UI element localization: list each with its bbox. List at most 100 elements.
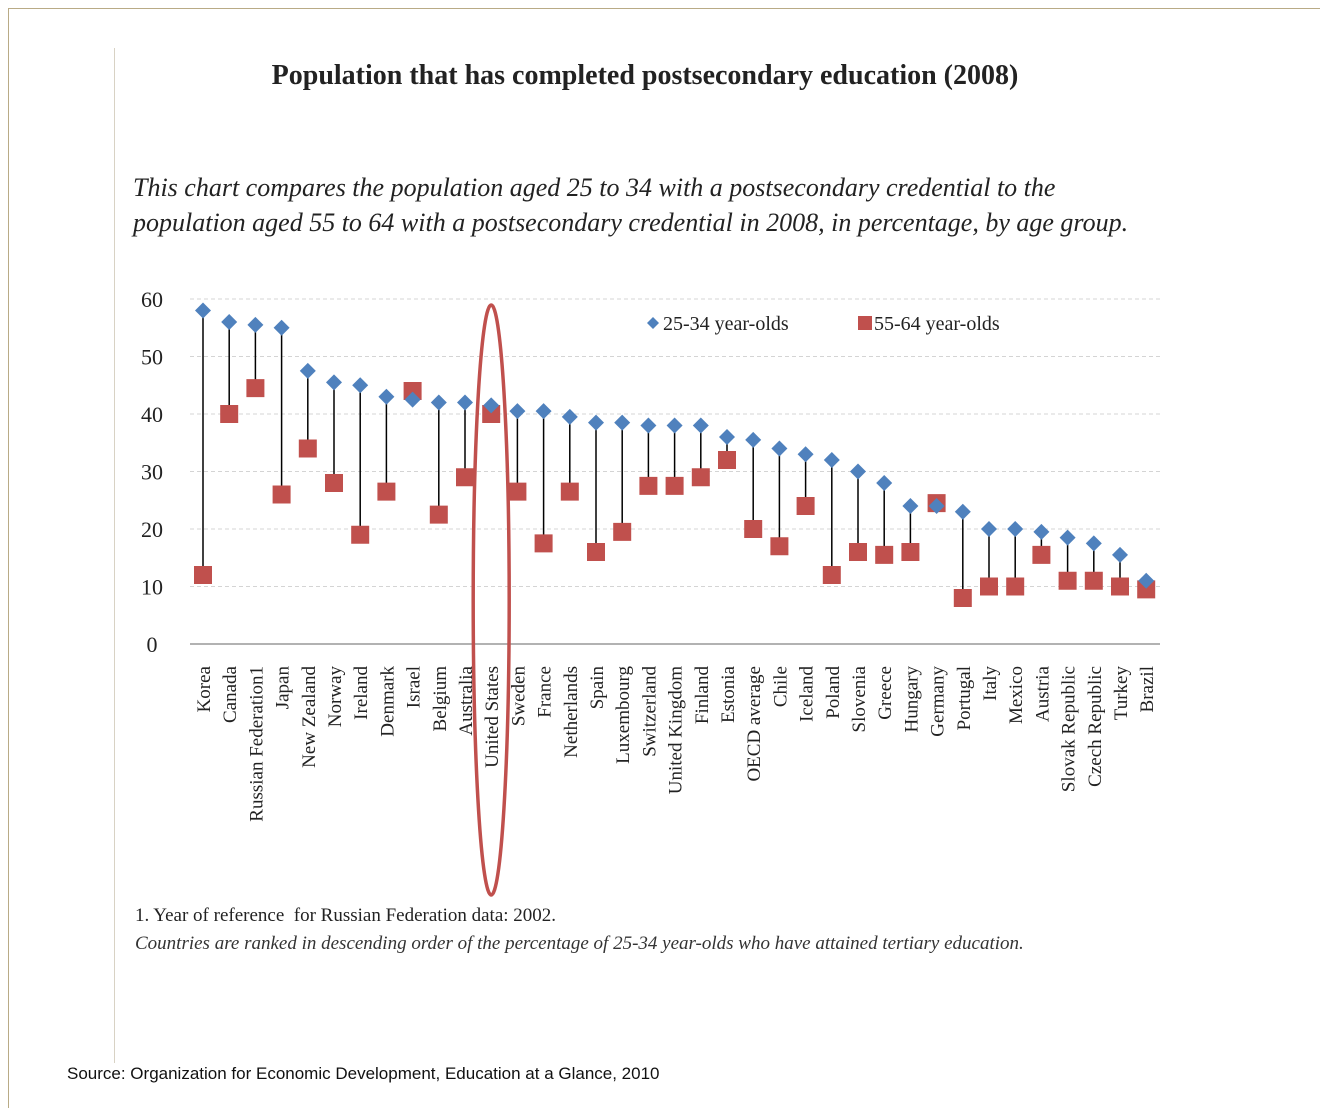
x-tick-label: United States: [482, 666, 503, 768]
data-point-55-64: [351, 525, 370, 544]
x-tick-label: Canada: [220, 665, 241, 723]
dumbbell-chart: 0 10 20 30 40 50 60 Korea Canada Russian Federati…: [141, 287, 1160, 897]
x-tick-label: Norway: [325, 666, 346, 728]
legend-marker-55-64: [858, 316, 872, 330]
data-point-55-64: [770, 537, 789, 556]
footnote: 1. Year of reference for Russian Federat…: [135, 905, 557, 926]
data-point-55-64: [298, 439, 317, 458]
data-point-25-34: [771, 440, 788, 457]
y-tick-label: 0: [147, 632, 158, 657]
x-tick-label: Spain: [587, 666, 608, 710]
x-tick-label: Ireland: [351, 666, 372, 720]
x-tick-label: Hungary: [901, 666, 922, 733]
x-tick-label: Belgium: [430, 666, 451, 732]
x-tick-label: Luxembourg: [613, 666, 634, 764]
data-point-55-64: [429, 505, 448, 524]
data-point-55-64: [534, 534, 553, 553]
data-point-55-64: [1032, 545, 1051, 564]
data-point-55-64: [1084, 571, 1103, 590]
data-point-25-34: [1085, 535, 1102, 552]
chart-subtitle: This chart compares the population aged …: [133, 173, 1129, 237]
data-point-25-34: [561, 408, 578, 425]
y-tick-label: 40: [141, 402, 163, 427]
y-tick-label: 30: [141, 460, 163, 485]
data-point-25-34: [614, 414, 631, 431]
data-point-55-64: [1006, 577, 1025, 596]
y-tick-label: 10: [141, 575, 163, 600]
data-point-25-34: [1138, 572, 1155, 589]
x-tick-label: Mexico: [1006, 666, 1027, 724]
data-point-25-34: [588, 414, 604, 431]
x-tick-label: Czech Republic: [1085, 666, 1106, 787]
x-tick-label: Chile: [770, 666, 791, 707]
data-point-25-34: [299, 362, 316, 379]
y-tick-label: 50: [141, 345, 163, 370]
data-point-55-64: [613, 522, 632, 541]
x-tick-label: Poland: [823, 666, 844, 719]
data-point-55-64: [980, 577, 998, 596]
data-point-25-34: [666, 417, 683, 434]
data-point-25-34: [483, 397, 500, 414]
data-point-25-34: [195, 302, 211, 319]
x-tick-label: Austria: [1032, 665, 1053, 722]
x-tick-label: Russian Federation1: [246, 666, 267, 822]
chart-title: Population that has completed postsecond…: [271, 60, 1019, 91]
figure-frame: [8, 8, 1320, 1108]
data-point-55-64: [560, 482, 579, 501]
x-tick-label: Italy: [980, 666, 1001, 701]
data-point-55-64: [875, 545, 894, 564]
data-point-25-34: [719, 429, 735, 445]
data-point-55-64: [1111, 577, 1129, 596]
data-point-25-34: [981, 521, 997, 537]
data-point-25-34: [850, 463, 866, 480]
data-point-55-64: [482, 405, 501, 423]
data-point-55-64: [403, 382, 422, 400]
data-point-25-34: [404, 391, 421, 408]
data-point-25-34: [247, 316, 264, 333]
x-tick-label: United Kingdom: [666, 666, 687, 794]
x-tick-label: Netherlands: [561, 666, 582, 758]
data-point-25-34: [457, 394, 473, 411]
x-tick-label: Brazil: [1137, 666, 1158, 712]
divider-line: [114, 48, 115, 1063]
data-point-55-64: [744, 520, 763, 538]
x-tick-label: Israel: [404, 666, 425, 708]
data-point-25-34: [273, 319, 290, 336]
data-point-55-64: [325, 474, 343, 492]
data-point-55-64: [272, 485, 291, 504]
data-point-25-34: [352, 377, 369, 394]
data-point-25-34: [378, 388, 395, 405]
highlight-ellipse: [471, 303, 511, 897]
data-point-25-34: [535, 403, 552, 420]
legend-label-55-64: 55-64 year-olds: [874, 313, 1000, 335]
x-tick-label: Portugal: [954, 666, 975, 730]
x-tick-label: Korea: [194, 665, 215, 712]
data-point-55-64: [220, 405, 239, 423]
data-point-25-34: [745, 431, 762, 448]
ranking-note: Countries are ranked in descending order…: [135, 933, 1024, 954]
data-point-55-64: [246, 379, 265, 398]
x-tick-label: Estonia: [718, 665, 739, 723]
data-point-55-64: [1058, 571, 1077, 590]
x-tick-label: Switzerland: [639, 666, 660, 757]
data-point-55-64: [456, 468, 474, 487]
x-tick-label: France: [535, 666, 556, 718]
data-point-25-34: [928, 498, 945, 514]
x-tick-label: Turkey: [1111, 666, 1132, 721]
data-point-25-34: [221, 314, 238, 330]
data-point-55-64: [377, 482, 396, 501]
data-point-25-34: [954, 503, 971, 520]
x-tick-label: Sweden: [508, 666, 529, 727]
legend-marker-25-34: [647, 317, 659, 329]
x-tick-label: Iceland: [797, 666, 818, 722]
y-tick-label: 60: [141, 287, 163, 312]
data-point-55-64: [1137, 580, 1156, 599]
data-point-25-34: [1059, 529, 1076, 546]
x-tick-label: New Zealand: [299, 666, 320, 768]
data-point-55-64: [953, 589, 972, 607]
x-tick-label: Denmark: [377, 666, 398, 737]
data-point-55-64: [849, 543, 867, 561]
x-tick-label: Germany: [928, 666, 949, 737]
data-point-25-34: [326, 374, 342, 391]
data-point-25-34: [902, 498, 919, 514]
